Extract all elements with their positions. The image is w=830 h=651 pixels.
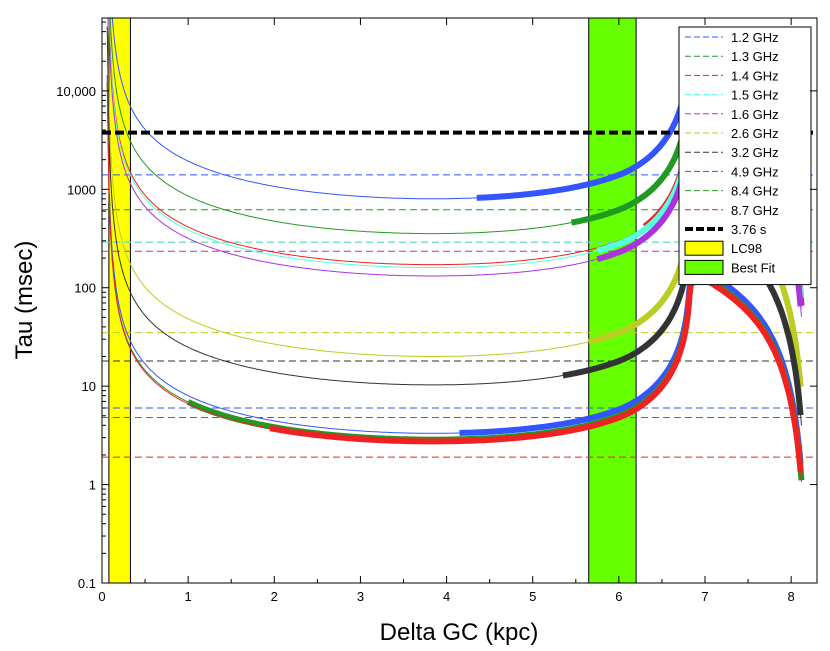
curve-thick-4-9-GHz [459,268,804,464]
band-lc98 [108,18,131,583]
legend-swatch [684,240,724,256]
x-axis-title: Delta GC (kpc) [380,619,539,646]
legend: 1.2 GHz 1.3 GHz 1.4 GHz 1.5 GHz 1.6 GHz 2.6 G… [678,26,812,286]
x-tick-label: 7 [701,589,708,604]
x-tick-label: 4 [443,589,450,604]
y-tick-label: 10 [82,379,96,394]
legend-swatch [684,259,724,275]
x-tick-label: 8 [788,589,795,604]
legend-label: LC98 [731,241,762,256]
legend-label: 8.7 GHz [731,203,779,218]
legend-label: Best Fit [731,260,775,275]
ticks-layer: 0 1 2 3 4 5 6 7 8 0.1 1 10 100 1000 10,000 [56,18,817,604]
x-tick-label: 3 [357,589,364,604]
legend-label: 1.5 GHz [731,88,779,103]
legend-label: 1.2 GHz [731,30,779,45]
y-tick-label: 10,000 [56,84,96,99]
band-best-fit [588,18,637,583]
x-tick-label: 2 [271,589,278,604]
legend-label: 1.3 GHz [731,49,779,64]
legend-label: 3.2 GHz [731,145,779,160]
legend-label: 1.4 GHz [731,68,779,83]
legend-label: 4.9 GHz [731,164,779,179]
x-tick-label: 0 [98,589,105,604]
y-axis-title: Tau (msec) [11,241,38,360]
legend-label: 1.6 GHz [731,107,779,122]
x-tick-label: 5 [529,589,536,604]
legend-label: 3.76 s [731,222,767,237]
legend-label: 8.4 GHz [731,184,779,199]
y-tick-label: 0.1 [78,576,96,591]
x-tick-label: 6 [615,589,622,604]
y-tick-label: 1000 [67,182,96,197]
y-tick-label: 1 [89,478,96,493]
y-tick-label: 100 [74,281,96,296]
x-tick-label: 1 [185,589,192,604]
legend-label: 2.6 GHz [731,126,779,141]
plot-frame [101,17,818,584]
